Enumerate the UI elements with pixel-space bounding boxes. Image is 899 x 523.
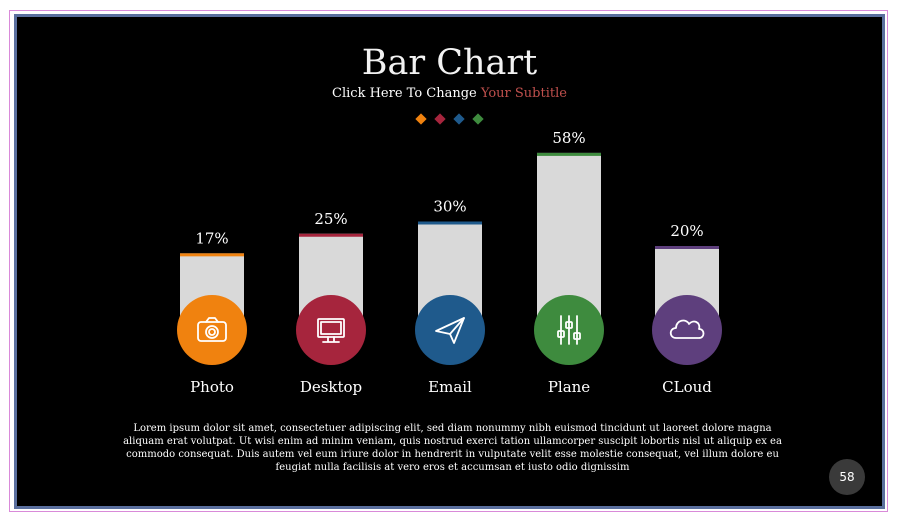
slide-outer-frame [9,10,888,512]
category-label: Plane [548,378,590,396]
value-label: 20% [670,222,703,240]
value-label: 30% [433,198,466,216]
subtitle-highlight: Your Subtitle [480,86,567,101]
bar-cap [537,152,601,156]
subtitle-prefix: Click Here To Change [332,86,481,101]
bar-cap [655,246,719,249]
sliders-icon [557,315,581,345]
icon-circle [296,295,366,365]
bar-chart: 17% Photo 25% Desktop 30% Email 58% Plane 20% CLo… [177,129,722,396]
icon-circle [177,295,247,365]
icon-circle [415,295,485,365]
bar-cap [180,253,244,257]
cloud-icon [669,319,705,339]
category-label: Email [428,378,472,396]
bar [537,152,601,317]
bar-group-email: 30% Email [415,198,485,396]
camera-icon [197,317,227,342]
page-number-badge: 58 [829,459,865,495]
slide: Bar Chart Click Here To Change Your Subt… [14,14,885,509]
bar-cap [418,221,482,225]
monitor-icon [317,318,345,343]
bar-group-plane: 58% Plane [534,129,604,396]
value-label: 58% [552,129,585,147]
bar-group-photo: 17% Photo [177,229,247,396]
category-label: Photo [190,378,234,396]
chart-subtitle: Click Here To Change Your Subtitle [17,86,882,101]
body-text: Lorem ipsum dolor sit amet, consectetuer… [123,423,782,473]
value-label: 25% [314,210,347,228]
category-label: Desktop [300,378,362,396]
bar-cap [299,233,363,237]
bar-group-cloud: 20% CLoud [652,222,722,396]
paper-plane-icon [435,317,465,344]
category-label: CLoud [662,378,712,396]
bar-group-desktop: 25% Desktop [296,210,366,396]
chart-title: Bar Chart [361,43,538,83]
icon-circle [652,295,722,365]
value-label: 17% [195,229,228,247]
